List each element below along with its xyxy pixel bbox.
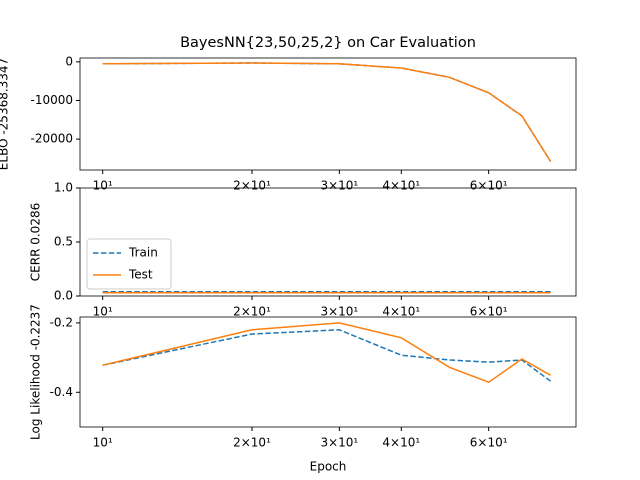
x-tick-label: 4×10¹: [382, 179, 420, 193]
y-tick-label: 1.0: [54, 181, 73, 195]
y-tick-label: -20000: [30, 132, 73, 146]
x-tick-label: 2×10¹: [233, 179, 271, 193]
y-tick-label: -10000: [30, 93, 73, 107]
y-tick-label: 0: [65, 54, 73, 68]
x-tick-label: 3×10¹: [320, 305, 358, 319]
y-axis-label: ELBO -25368.3347: [0, 58, 11, 170]
legend-label: Train: [128, 246, 158, 260]
series-line: [102, 62, 552, 162]
legend-label: Test: [128, 268, 153, 282]
y-tick-label: -0.4: [50, 385, 73, 399]
chart-title: BayesNN{23,50,25,2} on Car Evaluation: [180, 35, 476, 51]
axes-frame: [79, 57, 577, 171]
axes-frame: [79, 187, 577, 297]
x-tick-label: 10¹: [93, 305, 113, 319]
legend: Train Test: [86, 238, 172, 290]
x-tick-label: 2×10¹: [233, 436, 271, 450]
x-tick-label: 3×10¹: [320, 436, 358, 450]
axes-frame: [79, 316, 577, 428]
y-tick-label: 0.5: [54, 235, 73, 249]
x-axis-label: Epoch: [310, 460, 347, 474]
x-tick-label: 6×10¹: [470, 436, 508, 450]
x-tick-label: 3×10¹: [320, 179, 358, 193]
x-tick-label: 6×10¹: [470, 179, 508, 193]
x-tick-label: 10¹: [93, 179, 113, 193]
y-tick-label: -0.2: [50, 315, 73, 329]
x-tick-label: 6×10¹: [470, 305, 508, 319]
series-line: [102, 329, 552, 382]
legend-box: [86, 238, 172, 290]
x-tick-label: 2×10¹: [233, 305, 271, 319]
y-axis-label: CERR 0.0286: [29, 203, 43, 281]
x-tick-label: 4×10¹: [382, 436, 420, 450]
series-line: [102, 322, 551, 384]
x-tick-label: 10¹: [93, 436, 113, 450]
y-tick-label: 0.0: [54, 289, 73, 303]
x-tick-label: 4×10¹: [382, 305, 420, 319]
series-line: [102, 62, 552, 162]
y-axis-label: Log Likelihood -0.2237: [29, 304, 43, 440]
